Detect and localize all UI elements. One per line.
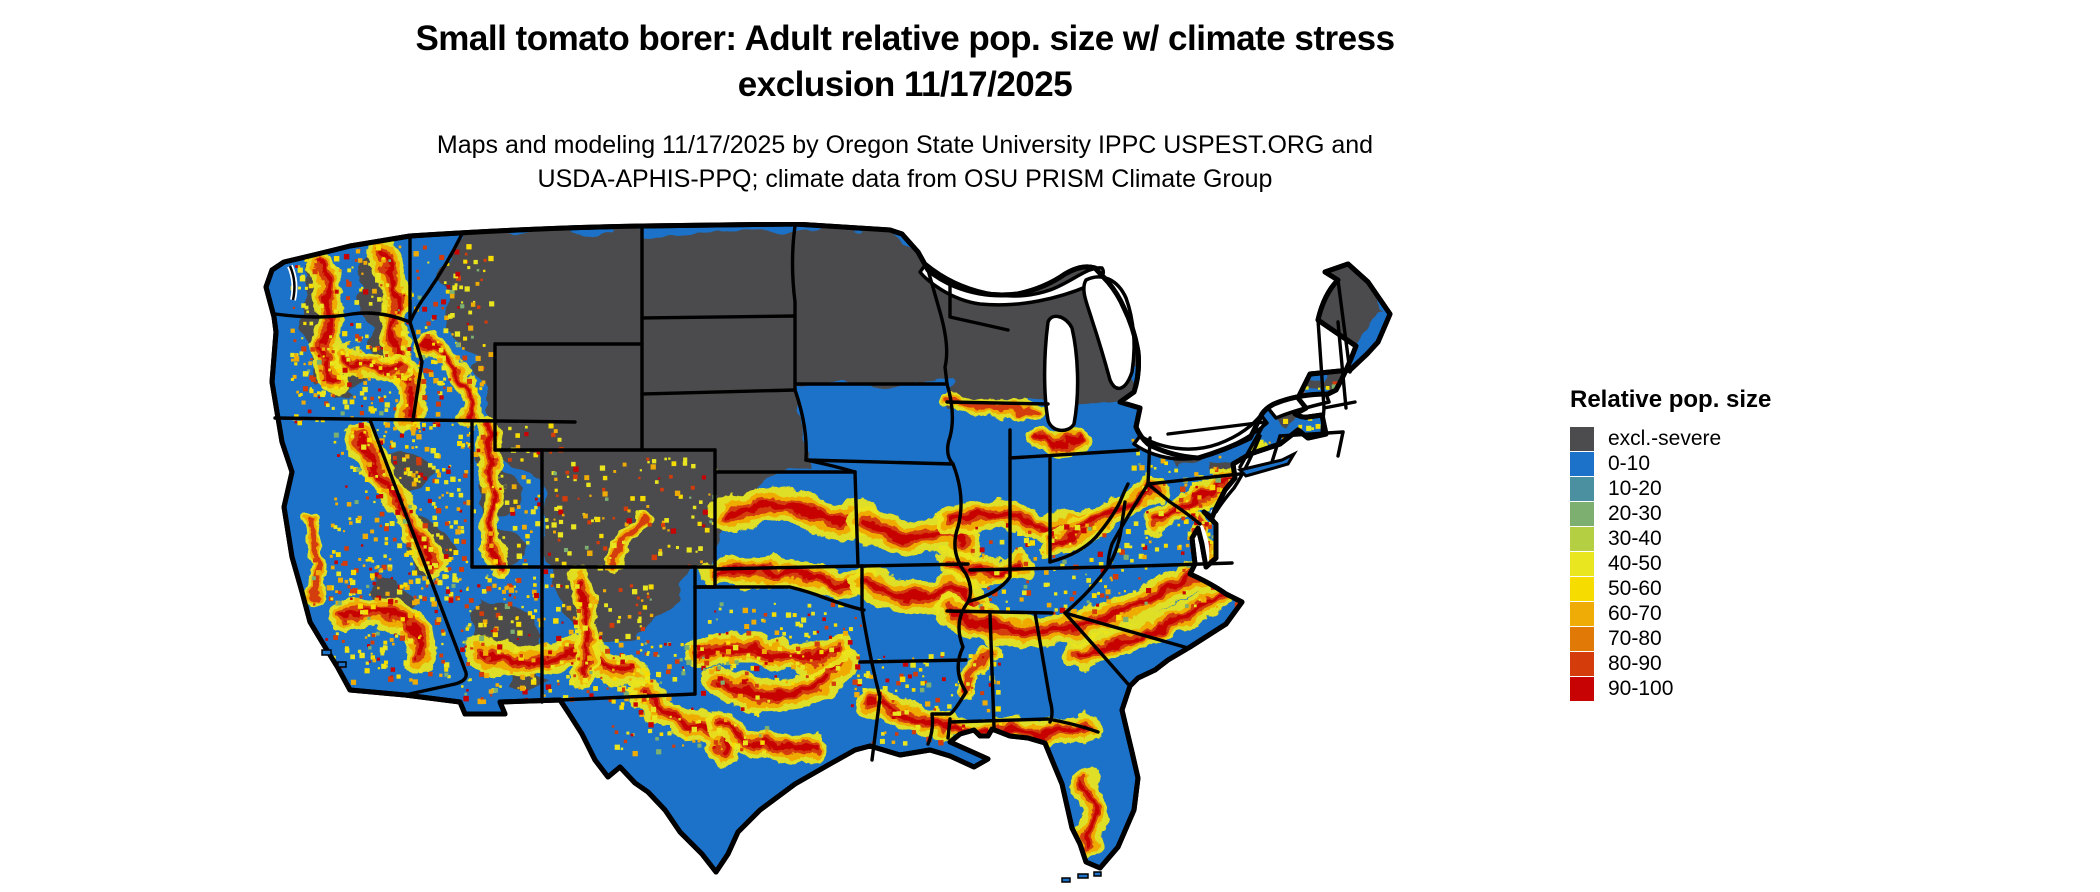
legend-row: 60-70 [1570,601,1900,626]
subtitle-line-2: USDA-APHIS-PPQ; climate data from OSU PR… [537,164,1273,193]
legend-row: 0-10 [1570,451,1900,476]
page-title: Small tomato borer: Adult relative pop. … [0,16,1810,107]
legend-swatch [1570,551,1594,576]
legend-label: 0-10 [1608,451,1651,475]
puget-sound-outline [288,265,296,301]
title-line-2: exclusion 11/17/2025 [737,64,1073,104]
legend-label: 90-100 [1608,676,1674,700]
legend-swatch [1570,501,1594,526]
legend: Relative pop. size excl.-severe 0-10 10-20… [1570,386,1900,701]
legend-label: 60-70 [1608,601,1662,625]
page-subtitle: Maps and modeling 11/17/2025 by Oregon S… [0,129,1810,197]
legend-row: 80-90 [1570,651,1900,676]
legend-label: 10-20 [1608,476,1662,500]
legend-label: 80-90 [1608,651,1662,675]
us-map [250,222,1420,887]
great-lakes [918,262,1331,461]
legend-swatch [1570,651,1594,676]
state-borders [273,224,1357,762]
legend-row: 50-60 [1570,576,1900,601]
legend-swatch [1570,451,1594,476]
legend-row: 20-30 [1570,501,1900,526]
legend-row: excl.-severe [1570,426,1900,451]
legend-swatch [1570,601,1594,626]
legend-swatch [1570,476,1594,501]
subtitle-line-1: Maps and modeling 11/17/2025 by Oregon S… [436,131,1374,159]
legend-label: 30-40 [1608,526,1662,550]
legend-row: 10-20 [1570,476,1900,501]
legend-row: 90-100 [1570,676,1900,701]
legend-row: 70-80 [1570,626,1900,651]
legend-swatch [1570,576,1594,601]
legend-swatch [1570,426,1594,451]
legend-label: 50-60 [1608,576,1662,600]
legend-row: 40-50 [1570,551,1900,576]
lake-erie [1132,413,1269,461]
header: Small tomato borer: Adult relative pop. … [0,16,1810,197]
long-island [1237,450,1298,478]
legend-label: 20-30 [1608,501,1662,525]
legend-label: excl.-severe [1608,426,1722,450]
legend-label: 70-80 [1608,626,1662,650]
channel-islands [321,649,347,668]
legend-entries: excl.-severe 0-10 10-20 20-30 30-40 40-50 50-6… [1570,426,1900,701]
us-map-svg [250,222,1420,883]
legend-label: 40-50 [1608,551,1662,575]
title-line-1: Small tomato borer: Adult relative pop. … [415,19,1395,58]
legend-title: Relative pop. size [1570,386,1772,413]
legend-swatch [1570,626,1594,651]
legend-swatch [1570,676,1594,701]
lake-michigan [1042,314,1080,433]
legend-row: 30-40 [1570,526,1900,551]
florida-keys [1061,871,1102,883]
legend-swatch [1570,526,1594,551]
